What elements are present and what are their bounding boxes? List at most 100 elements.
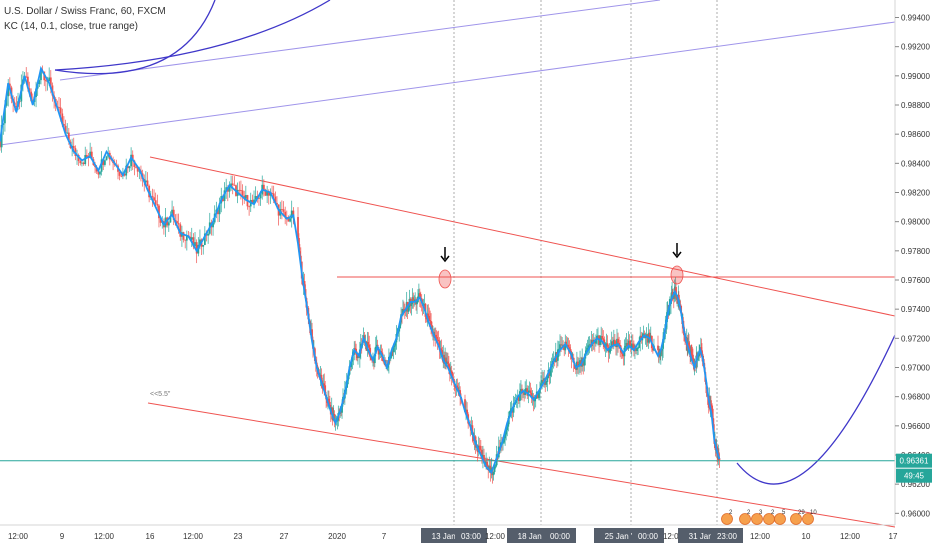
candle-body xyxy=(517,395,520,401)
candle-body xyxy=(240,190,242,191)
candles xyxy=(0,65,721,484)
candle-body xyxy=(559,344,561,349)
candle-body xyxy=(259,194,262,199)
candle-body xyxy=(416,301,418,305)
time-tick-label: 12:00 xyxy=(94,532,115,541)
candle-body xyxy=(49,77,52,86)
candle-body xyxy=(377,347,380,355)
projection-curve xyxy=(736,334,896,485)
candle-body xyxy=(398,328,401,332)
time-tick-label: 17 xyxy=(889,532,898,541)
candle-body xyxy=(48,77,51,82)
candle-body xyxy=(407,307,410,312)
candle-body xyxy=(81,162,83,164)
candle-body xyxy=(118,171,121,176)
price-axis[interactable]: 0.99400 0.99200 0.99000 0.98800 0.98600 0.984… xyxy=(894,0,932,550)
candle-body xyxy=(579,360,581,365)
candle-body xyxy=(241,190,244,196)
candle-body xyxy=(447,363,450,368)
candle-body xyxy=(410,304,413,306)
candle-body xyxy=(533,399,536,402)
candle-body xyxy=(26,76,29,89)
candle-body xyxy=(661,348,664,351)
candle-body xyxy=(333,413,336,423)
candle-body xyxy=(492,472,495,476)
time-axis[interactable]: 12:00 9 12:00 16 12:00 23 27 2020 7 13 Jan '2003:… xyxy=(0,524,898,543)
candle-body xyxy=(558,348,560,350)
indicator-label[interactable]: KC (14, 0.1, close, true range) xyxy=(4,21,138,32)
event-icons[interactable]: 2 2 3 2 5 29 10 xyxy=(721,510,818,525)
candle-body xyxy=(7,83,10,97)
candle-body xyxy=(199,239,201,245)
candle-body xyxy=(390,351,393,357)
candle-body xyxy=(502,442,504,444)
candle-body xyxy=(128,166,131,169)
candle-body xyxy=(176,221,178,224)
candle-body xyxy=(649,335,652,341)
candle-body xyxy=(203,233,206,245)
candle-body xyxy=(530,393,533,397)
time-tick-label: 23:00 xyxy=(717,532,738,541)
candle-body xyxy=(435,336,438,340)
candle-body xyxy=(563,347,566,351)
kc-line xyxy=(0,66,721,475)
candle-body xyxy=(505,429,508,435)
candle-body xyxy=(569,349,572,354)
candle-body xyxy=(194,242,196,247)
candle-body xyxy=(267,191,270,196)
candle-body xyxy=(58,107,60,108)
candle-body xyxy=(710,404,712,408)
candle-body xyxy=(271,193,273,194)
candle-body xyxy=(701,350,703,354)
candle-body xyxy=(440,348,443,351)
price-tick-label: 0.97600 xyxy=(901,276,930,285)
candle-body xyxy=(437,339,440,342)
candle-body xyxy=(644,336,647,338)
time-tick-label: 12:00 xyxy=(663,532,684,541)
candle-body xyxy=(179,224,182,237)
candle-body xyxy=(367,341,370,345)
candle-body xyxy=(82,162,85,165)
time-tick-label: 18 Jan '20 xyxy=(518,532,555,541)
candle-body xyxy=(588,344,591,346)
time-tick-label: 12:00 xyxy=(840,532,861,541)
candle-body xyxy=(574,368,577,370)
curve-top-left-2 xyxy=(54,0,331,71)
candle-body xyxy=(529,390,532,394)
symbol-title[interactable]: U.S. Dollar / Swiss Franc, 60, FXCM xyxy=(4,6,166,17)
annotations[interactable]: <<5.5" xyxy=(150,243,684,398)
drawing-lines[interactable] xyxy=(0,0,896,528)
candle-body xyxy=(450,370,453,378)
candle-body xyxy=(167,222,170,226)
candle-body xyxy=(605,343,608,347)
time-tick-label: 00:00 xyxy=(638,532,659,541)
candle-body xyxy=(231,183,234,185)
event-count-label: 2 xyxy=(729,510,733,516)
candle-body xyxy=(427,313,430,316)
candle-body xyxy=(285,217,288,218)
candle-body xyxy=(438,341,441,350)
candle-body xyxy=(126,165,129,169)
candle-body xyxy=(89,151,92,159)
candle-body xyxy=(266,191,269,196)
candle-body xyxy=(718,458,721,461)
time-tick-label: 9 xyxy=(60,532,65,541)
candle-body xyxy=(586,347,589,351)
candle-body xyxy=(40,70,42,81)
candle-body xyxy=(564,341,567,351)
candle-body xyxy=(442,354,445,360)
price-tick-label: 0.98000 xyxy=(901,218,930,227)
candle-body xyxy=(434,334,437,337)
candle-body xyxy=(272,193,275,197)
candle-body xyxy=(340,411,343,413)
price-tick-label: 0.97200 xyxy=(901,334,930,343)
candle-body xyxy=(356,352,358,359)
candle-body xyxy=(103,160,106,165)
candle-body xyxy=(560,344,562,346)
candle-body xyxy=(494,465,497,467)
candle-body xyxy=(243,195,246,199)
candle-body xyxy=(389,356,392,358)
candle-body xyxy=(63,124,65,126)
candle-body xyxy=(464,399,466,412)
